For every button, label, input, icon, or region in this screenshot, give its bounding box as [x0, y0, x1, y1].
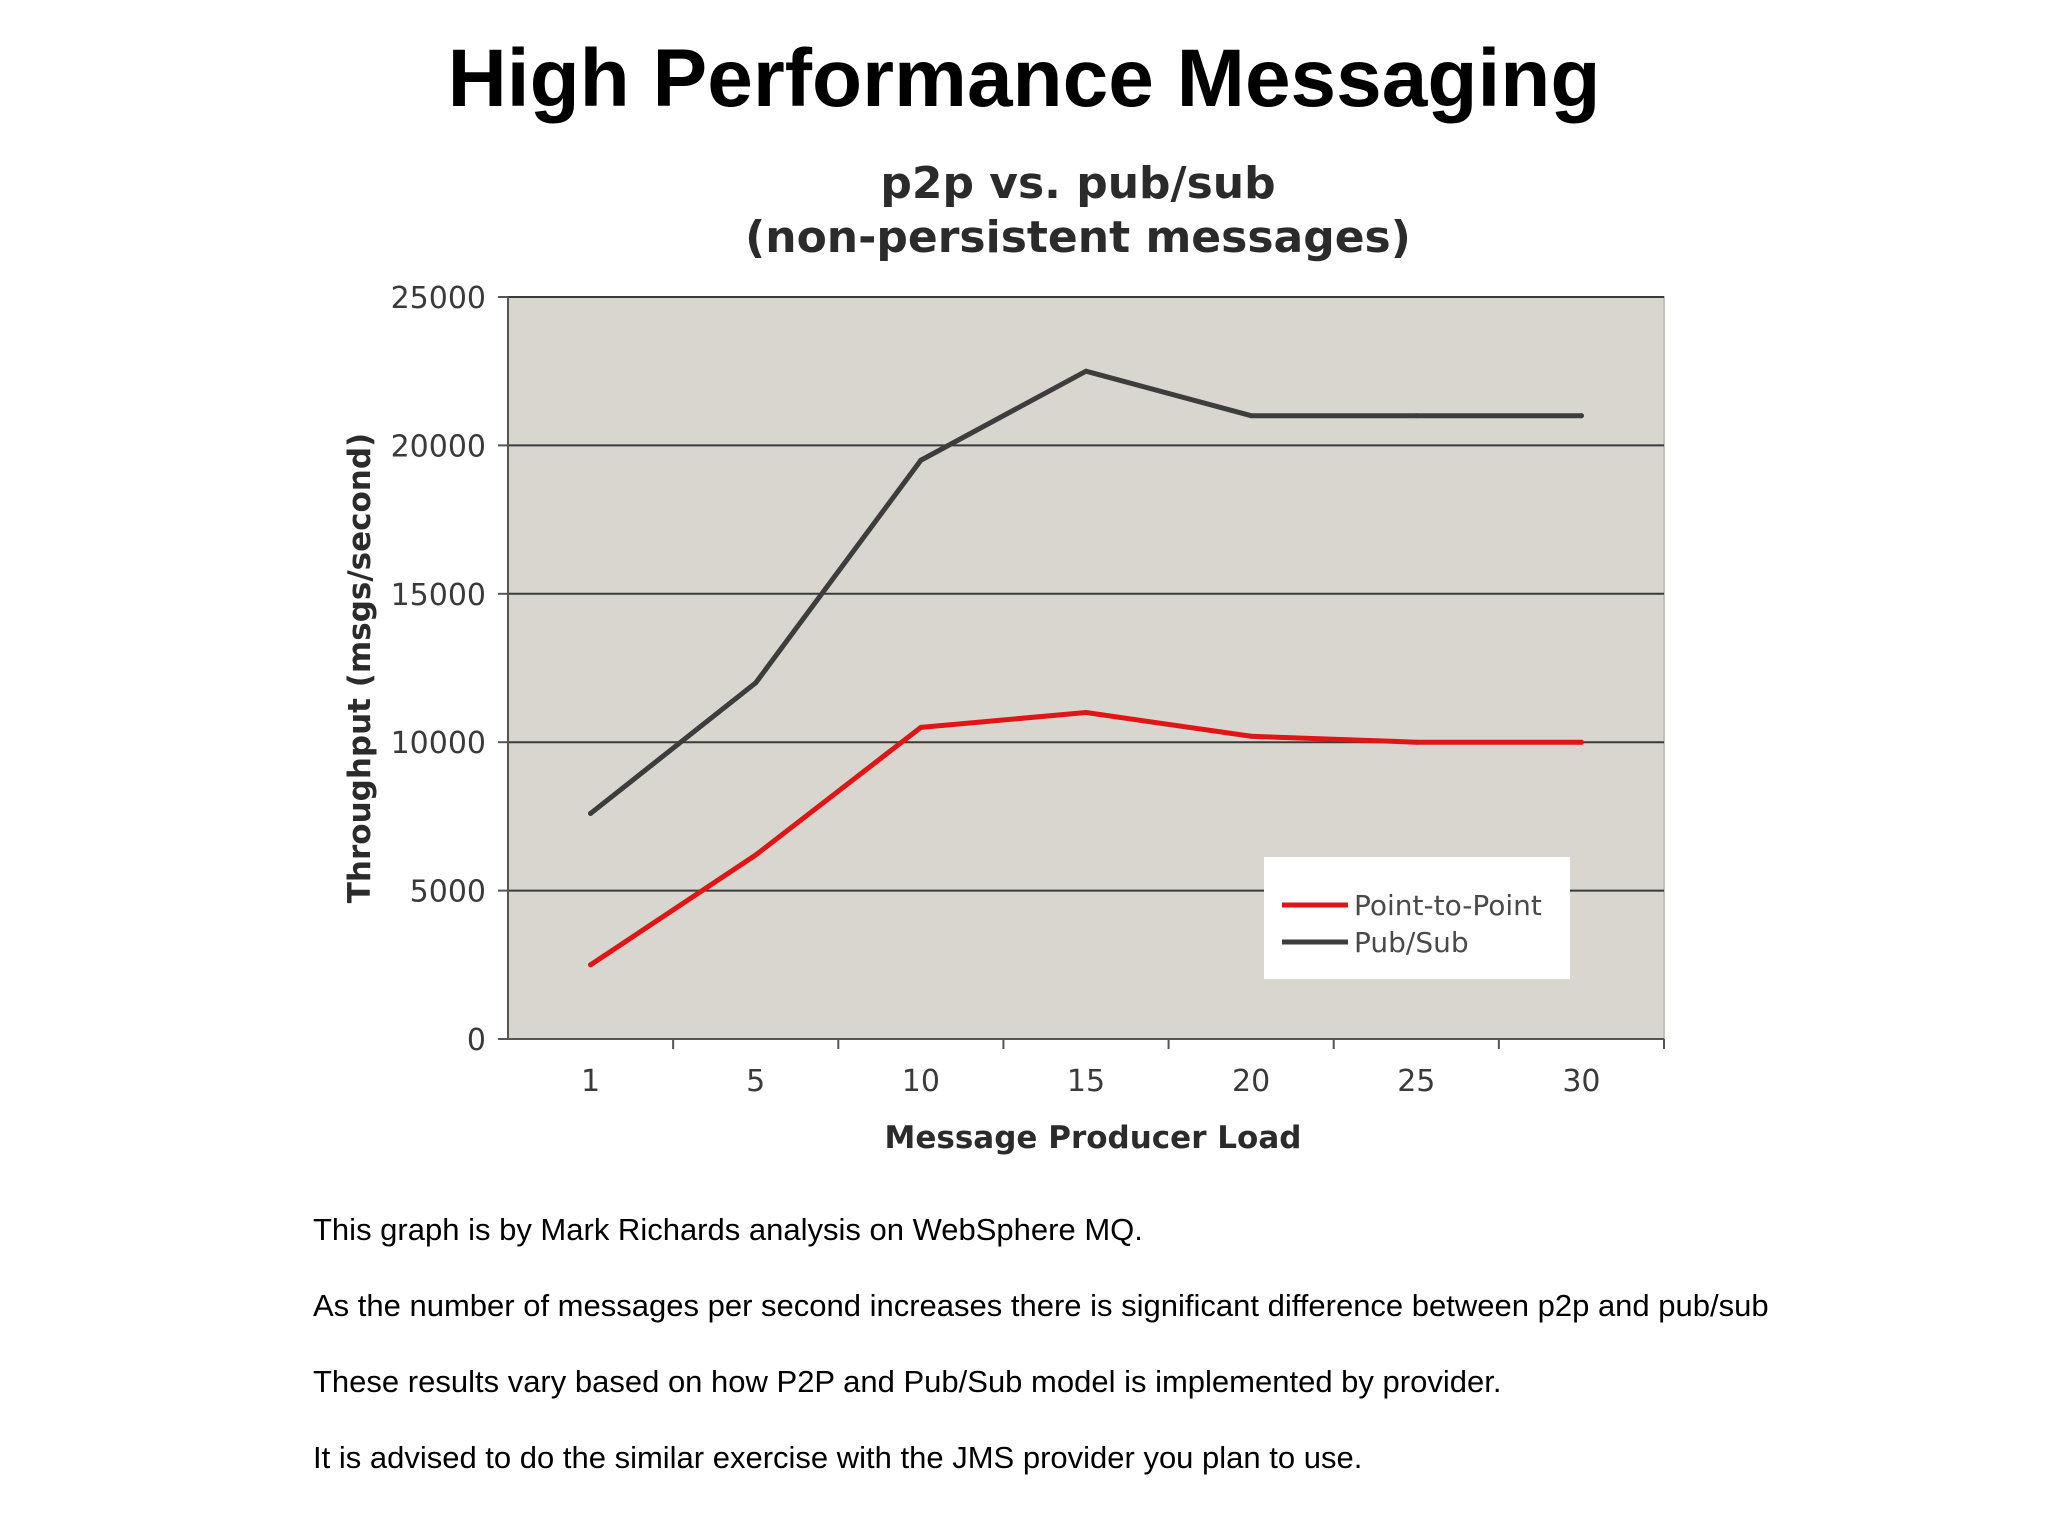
data-point-point-to-point: [1083, 710, 1089, 716]
data-point-pub-sub: [1578, 413, 1584, 419]
y-tick-label: 0: [467, 1023, 486, 1058]
x-tick-label: 20: [1232, 1064, 1270, 1099]
x-tick-label: 15: [1067, 1064, 1105, 1099]
x-tick-label: 25: [1397, 1064, 1435, 1099]
data-point-pub-sub: [588, 810, 594, 816]
series-lines: [588, 368, 1584, 968]
y-axis-label: Throughput (msgs/second): [342, 433, 378, 903]
data-point-point-to-point: [918, 724, 924, 730]
x-tick-label: 10: [902, 1064, 940, 1099]
data-point-point-to-point: [1248, 733, 1254, 739]
data-point-point-to-point: [588, 962, 594, 968]
notes: This graph is by Mark Richards analysis …: [313, 1212, 2033, 1516]
legend-label-pub-sub: Pub/Sub: [1354, 926, 1469, 959]
y-axis-ticks: 0 5000 10000 15000 20000 25000: [391, 281, 508, 1058]
data-point-point-to-point: [1413, 739, 1419, 745]
note-line: These results vary based on how P2P and …: [313, 1364, 1502, 1399]
y-tick-label: 10000: [391, 726, 486, 761]
note-line: It is advised to do the similar exercise…: [313, 1440, 1363, 1475]
y-tick-label: 25000: [391, 281, 486, 316]
x-tick-label: 1: [581, 1064, 600, 1099]
note-line: This graph is by Mark Richards analysis …: [313, 1212, 1143, 1247]
data-point-pub-sub: [1248, 413, 1254, 419]
x-tick-label: 5: [746, 1064, 765, 1099]
data-point-pub-sub: [1083, 368, 1089, 374]
slide-title: High Performance Messaging: [447, 33, 1601, 124]
legend-box: [1264, 857, 1570, 979]
legend-label-point-to-point: Point-to-Point: [1354, 889, 1542, 922]
data-point-point-to-point: [1578, 739, 1584, 745]
chart-title-line-1: p2p vs. pub/sub: [880, 158, 1275, 209]
note-line: As the number of messages per second inc…: [313, 1288, 1769, 1323]
x-axis-label: Message Producer Load: [885, 1120, 1302, 1156]
data-point-pub-sub: [1413, 413, 1419, 419]
data-point-pub-sub: [753, 680, 759, 686]
legend: Point-to-Point Pub/Sub: [1264, 857, 1570, 979]
throughput-chart: p2p vs. pub/sub (non-persistent messages…: [342, 158, 1665, 1156]
data-point-point-to-point: [753, 852, 759, 858]
data-point-pub-sub: [918, 457, 924, 463]
chart-title-line-2: (non-persistent messages): [745, 212, 1411, 263]
x-tick-label: 30: [1562, 1064, 1600, 1099]
y-tick-label: 5000: [410, 875, 486, 910]
y-tick-label: 15000: [391, 578, 486, 613]
y-tick-label: 20000: [391, 429, 486, 464]
x-axis-ticks: 1 5 10 15 20 25 30: [581, 1039, 1665, 1099]
